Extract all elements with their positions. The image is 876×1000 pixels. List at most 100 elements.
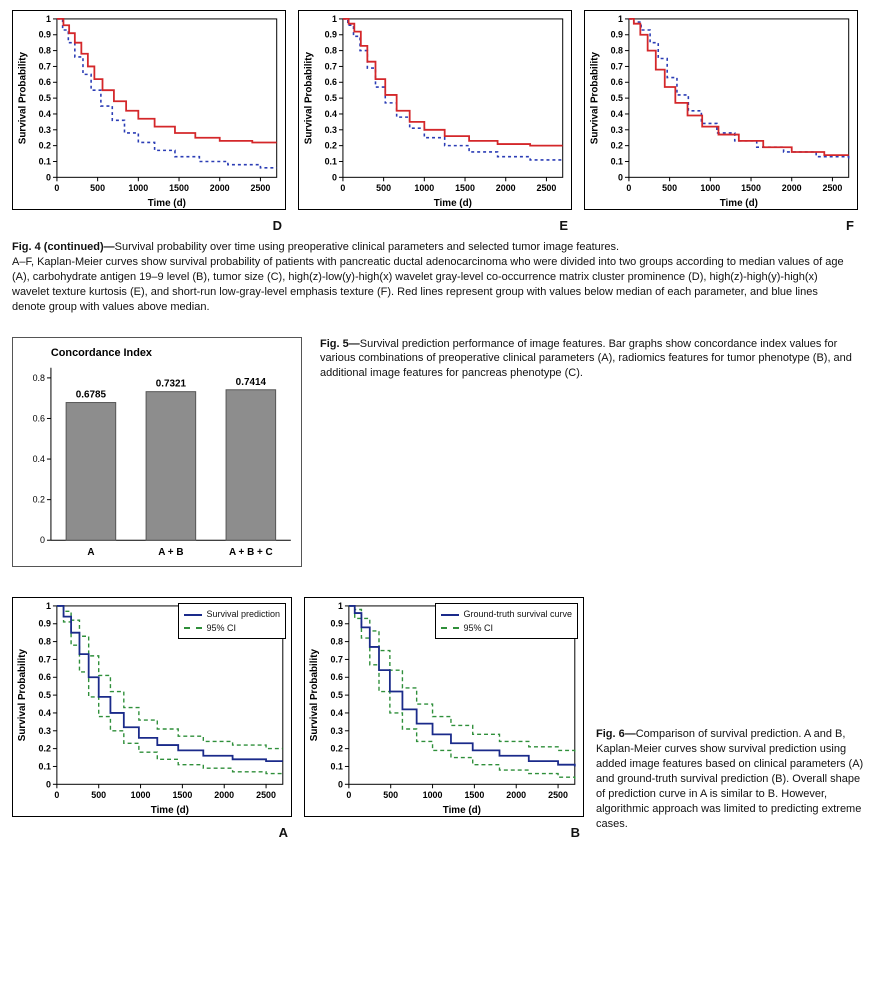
svg-text:0.6: 0.6 [39, 77, 51, 87]
fig4-D-svg: 00.10.20.30.40.50.60.70.80.9105001000150… [12, 10, 286, 210]
svg-text:Survival Probability: Survival Probability [17, 649, 28, 742]
svg-text:0.7: 0.7 [331, 655, 343, 665]
fig4-caption-title: Fig. 4 (continued)— [12, 241, 115, 253]
svg-text:0.9: 0.9 [39, 619, 51, 629]
svg-text:0.6: 0.6 [611, 77, 623, 87]
svg-text:2500: 2500 [548, 791, 568, 801]
svg-text:0.9: 0.9 [331, 619, 343, 629]
fig5-caption-body: Survival prediction performance of image… [320, 338, 852, 380]
svg-text:0.8: 0.8 [39, 46, 51, 56]
svg-text:2000: 2000 [782, 183, 802, 193]
svg-text:0: 0 [54, 791, 59, 801]
fig5-row: Concordance Index00.20.40.60.80.6785A0.7… [12, 337, 864, 572]
svg-text:1: 1 [618, 14, 623, 24]
svg-text:0.8: 0.8 [33, 372, 45, 382]
svg-text:1000: 1000 [700, 183, 720, 193]
svg-text:Time (d): Time (d) [720, 198, 758, 209]
panel-letter-D: D [12, 215, 286, 235]
svg-text:0.6785: 0.6785 [76, 389, 107, 400]
svg-text:A: A [87, 547, 94, 558]
svg-text:0.4: 0.4 [331, 708, 343, 718]
panel-letter-E: E [298, 215, 572, 235]
svg-text:0: 0 [332, 172, 337, 182]
fig6-panel-B: 00.10.20.30.40.50.60.70.80.9105001000150… [304, 597, 584, 841]
svg-text:1000: 1000 [414, 183, 434, 193]
svg-text:0: 0 [338, 780, 343, 790]
svg-text:1: 1 [338, 601, 343, 611]
svg-text:0.4: 0.4 [611, 109, 623, 119]
svg-text:0.5: 0.5 [39, 93, 51, 103]
fig4-panel-D: 00.10.20.30.40.50.60.70.80.9105001000150… [12, 10, 286, 234]
svg-text:1500: 1500 [172, 791, 192, 801]
svg-text:0.3: 0.3 [325, 125, 337, 135]
svg-text:Survival Probability: Survival Probability [309, 649, 320, 742]
svg-text:0.7: 0.7 [611, 61, 623, 71]
svg-text:1500: 1500 [455, 183, 475, 193]
svg-text:1: 1 [46, 601, 51, 611]
svg-text:0.8: 0.8 [331, 637, 343, 647]
fig5-svg: Concordance Index00.20.40.60.80.6785A0.7… [12, 337, 302, 567]
svg-text:0.2: 0.2 [39, 744, 51, 754]
svg-text:500: 500 [91, 791, 106, 801]
svg-text:0.1: 0.1 [39, 156, 51, 166]
svg-text:0.9: 0.9 [325, 30, 337, 40]
svg-text:0.6: 0.6 [331, 673, 343, 683]
panel-letter-A6: A [12, 822, 292, 842]
svg-text:0: 0 [618, 172, 623, 182]
svg-text:0.5: 0.5 [325, 93, 337, 103]
svg-text:0.7: 0.7 [325, 61, 337, 71]
svg-text:A + B: A + B [158, 547, 183, 558]
fig6-caption-title: Fig. 6— [596, 728, 636, 740]
fig5-chart-wrap: Concordance Index00.20.40.60.80.6785A0.7… [12, 337, 302, 572]
svg-text:0.7414: 0.7414 [236, 376, 267, 387]
fig4-caption: Fig. 4 (continued)—Survival probability … [12, 240, 864, 314]
svg-text:0: 0 [46, 780, 51, 790]
svg-text:0: 0 [626, 183, 631, 193]
svg-text:Concordance Index: Concordance Index [51, 346, 152, 358]
fig4-E-svg: 00.10.20.30.40.50.60.70.80.9105001000150… [298, 10, 572, 210]
svg-text:0.9: 0.9 [39, 30, 51, 40]
svg-text:Survival Probability: Survival Probability [589, 52, 600, 145]
fig4-panel-E: 00.10.20.30.40.50.60.70.80.9105001000150… [298, 10, 572, 234]
svg-text:0.1: 0.1 [39, 762, 51, 772]
fig4-caption-body: Survival probability over time using pre… [115, 241, 619, 253]
fig6-caption-body: Comparison of survival prediction. A and… [596, 728, 863, 829]
panel-letter-B6: B [304, 822, 584, 842]
svg-text:0.7: 0.7 [39, 61, 51, 71]
svg-text:1: 1 [46, 14, 51, 24]
fig4-panel-F: 00.10.20.30.40.50.60.70.80.9105001000150… [584, 10, 858, 234]
svg-text:0.2: 0.2 [325, 141, 337, 151]
svg-text:0.3: 0.3 [331, 726, 343, 736]
svg-text:0.6: 0.6 [39, 673, 51, 683]
svg-text:A + B + C: A + B + C [229, 547, 273, 558]
svg-text:Survival Probability: Survival Probability [17, 52, 28, 145]
svg-text:500: 500 [383, 791, 398, 801]
fig6-A-legend: Survival prediction95% CI [178, 603, 286, 638]
svg-text:2500: 2500 [256, 791, 276, 801]
svg-text:0.7: 0.7 [39, 655, 51, 665]
svg-text:1500: 1500 [464, 791, 484, 801]
svg-text:0: 0 [340, 183, 345, 193]
svg-text:Survival Probability: Survival Probability [303, 52, 314, 145]
svg-text:1000: 1000 [131, 791, 151, 801]
svg-text:0.4: 0.4 [33, 454, 45, 464]
svg-text:0.3: 0.3 [39, 726, 51, 736]
svg-text:2500: 2500 [251, 183, 271, 193]
fig6-panel-A: 00.10.20.30.40.50.60.70.80.9105001000150… [12, 597, 292, 841]
svg-text:0.2: 0.2 [33, 494, 45, 504]
svg-text:0.2: 0.2 [331, 744, 343, 754]
svg-text:0.4: 0.4 [39, 708, 51, 718]
svg-text:1500: 1500 [169, 183, 189, 193]
svg-text:0.8: 0.8 [325, 46, 337, 56]
svg-text:2000: 2000 [506, 791, 526, 801]
svg-text:Time (d): Time (d) [434, 198, 472, 209]
svg-text:500: 500 [376, 183, 391, 193]
fig6-caption: Fig. 6—Comparison of survival prediction… [596, 597, 864, 831]
svg-text:0.3: 0.3 [39, 125, 51, 135]
svg-text:0.6: 0.6 [33, 413, 45, 423]
svg-text:1000: 1000 [128, 183, 148, 193]
fig5-caption: Fig. 5—Survival prediction performance o… [320, 337, 864, 382]
fig6-B-legend: Ground-truth survival curve95% CI [435, 603, 578, 638]
svg-text:2500: 2500 [823, 183, 843, 193]
fig5-caption-title: Fig. 5— [320, 338, 360, 350]
